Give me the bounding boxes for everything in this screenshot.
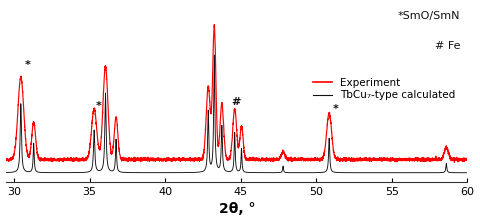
Text: *SmO/SmN: *SmO/SmN	[398, 11, 460, 21]
Text: # Fe: # Fe	[435, 41, 460, 51]
X-axis label: 2θ, °: 2θ, °	[219, 202, 255, 216]
Legend: Experiment, TbCu₇-type calculated: Experiment, TbCu₇-type calculated	[313, 78, 456, 100]
Text: #: #	[231, 97, 241, 107]
Text: *: *	[333, 104, 339, 114]
Text: *: *	[96, 101, 102, 111]
Text: *: *	[24, 60, 31, 70]
